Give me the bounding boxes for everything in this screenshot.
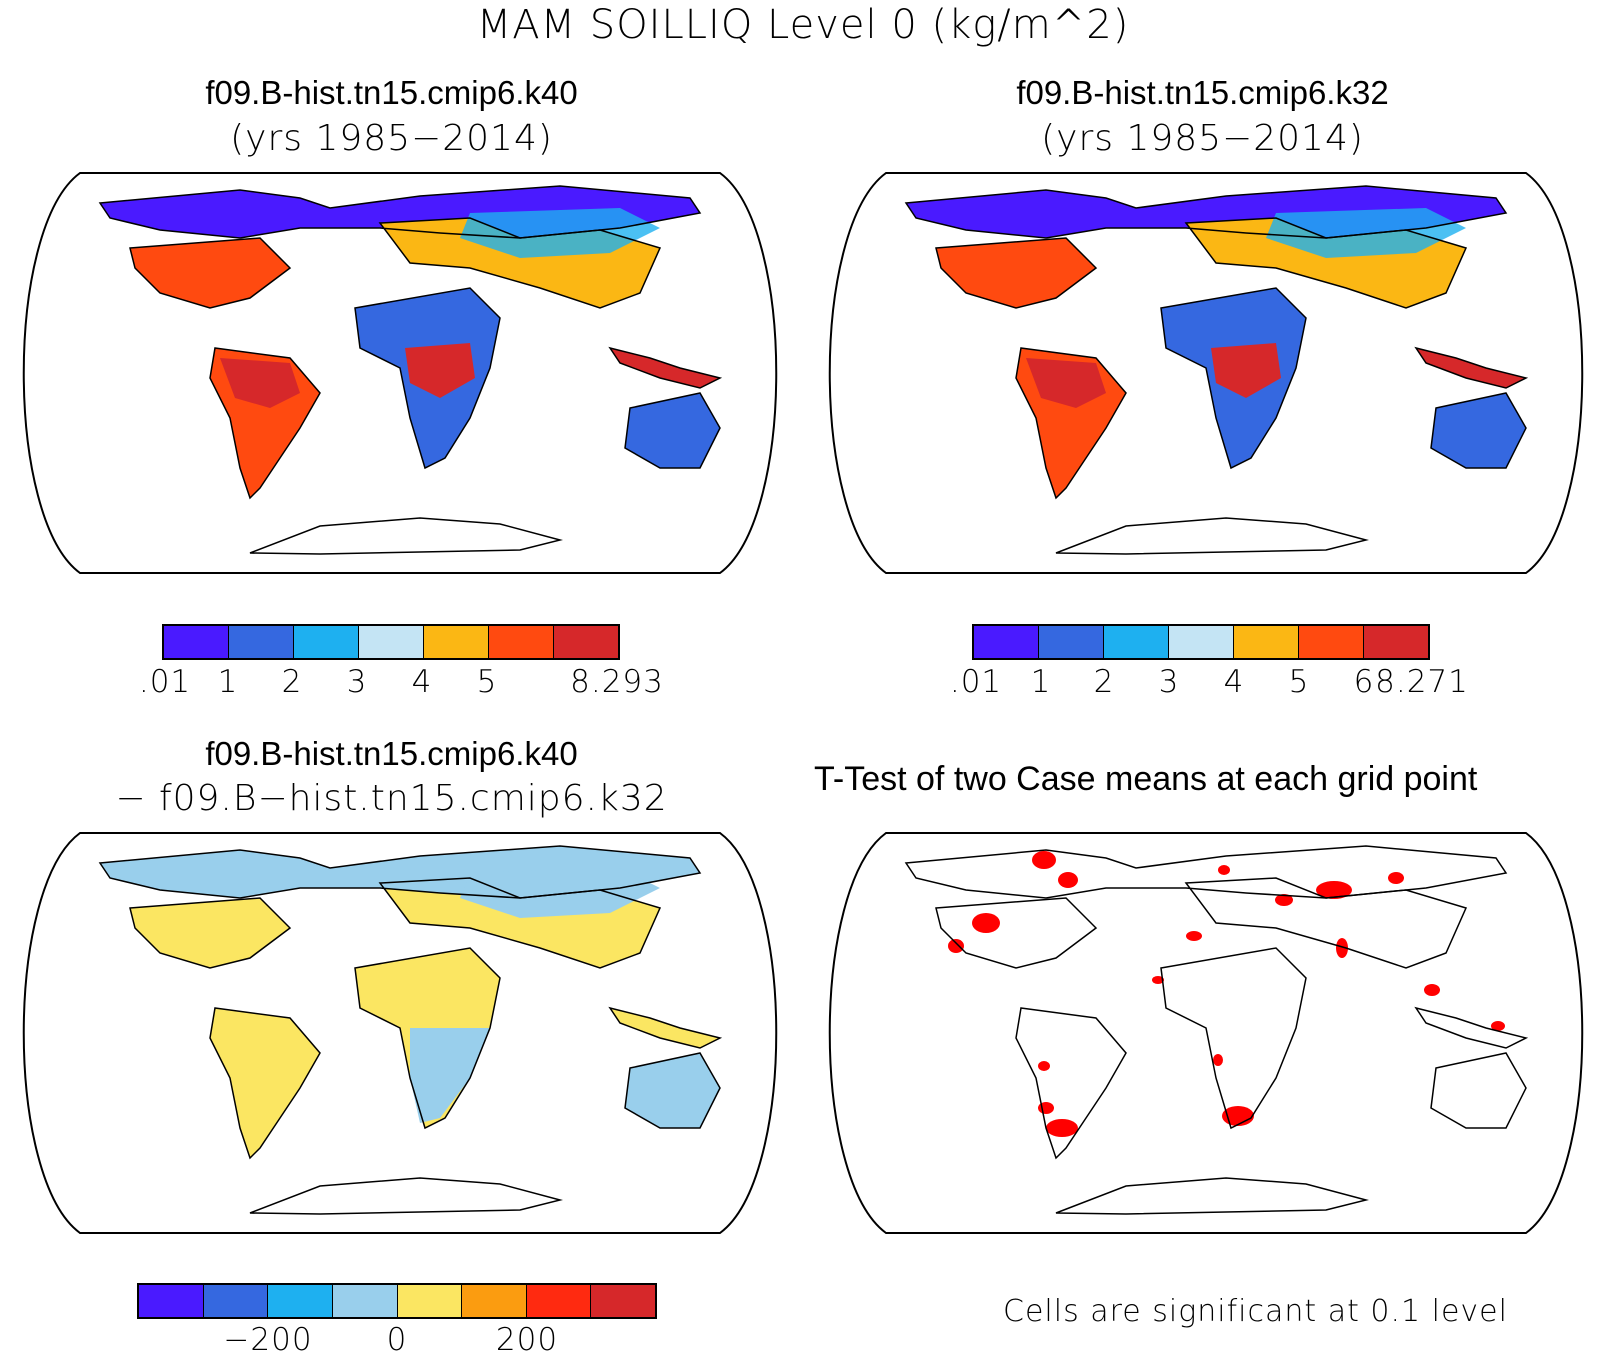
case2-tick-label: 4 xyxy=(1223,664,1245,700)
case1-tick-label: 4 xyxy=(411,664,433,700)
case1-tick-label: 1 xyxy=(217,664,239,700)
case2-map xyxy=(828,172,1584,574)
case1-tick-label: 2 xyxy=(281,664,303,700)
colorbar-swatch xyxy=(1299,626,1364,658)
figure-title: MAM SOILLIQ Level 0 (kg/m^2) xyxy=(476,2,1130,48)
colorbar-swatch xyxy=(164,626,229,658)
case2-tick-label: 5 xyxy=(1288,664,1310,700)
colorbar-swatch xyxy=(397,1285,463,1317)
colorbar-swatch xyxy=(332,1285,398,1317)
case1-tick-label: 8.293 xyxy=(570,664,664,700)
diff-title: f09.B-hist.tn15.cmip6.k40 xyxy=(205,735,578,772)
colorbar-swatch xyxy=(359,626,424,658)
ttest-title: T-Test of two Case means at each grid po… xyxy=(814,760,1478,798)
colorbar-swatch xyxy=(1104,626,1169,658)
case2-subtitle: (yrs 1985−2014) xyxy=(1041,118,1364,159)
colorbar-swatch xyxy=(462,1285,527,1317)
case2-tick-label: 3 xyxy=(1158,664,1180,700)
case1-subtitle: (yrs 1985−2014) xyxy=(230,118,553,159)
colorbar-swatch xyxy=(203,1285,269,1317)
diff-map xyxy=(22,832,778,1234)
diff-tick-label: 0 xyxy=(386,1322,408,1358)
case1-tick-label: 3 xyxy=(346,664,368,700)
case1-colorbar xyxy=(162,624,620,660)
case2-tick-label: 8.271 xyxy=(1375,664,1469,700)
diff-tick-label: −200 xyxy=(223,1322,313,1358)
case1-tick-label: .01 xyxy=(138,664,192,700)
colorbar-swatch xyxy=(591,1285,655,1317)
colorbar-swatch xyxy=(139,1285,204,1317)
case2-tick-label: 6 xyxy=(1353,664,1375,700)
ttest-significance-note: Cells are significant at 0.1 level xyxy=(1003,1294,1508,1329)
case2-tick-label: 2 xyxy=(1093,664,1115,700)
diff-tick-label: 200 xyxy=(495,1322,559,1358)
diff-subtitle: − f09.B−hist.tn15.cmip6.k32 xyxy=(115,778,668,819)
case1-tick-label: 5 xyxy=(476,664,498,700)
case1-title: f09.B-hist.tn15.cmip6.k40 xyxy=(205,74,578,111)
colorbar-swatch xyxy=(268,1285,333,1317)
colorbar-swatch xyxy=(229,626,294,658)
colorbar-swatch xyxy=(1234,626,1299,658)
case2-tick-label: .01 xyxy=(949,664,1003,700)
case2-colorbar xyxy=(972,624,1430,660)
diff-colorbar xyxy=(137,1283,657,1319)
case1-map xyxy=(22,172,778,574)
ttest-significant-cells xyxy=(948,851,1505,1137)
colorbar-swatch xyxy=(526,1285,592,1317)
colorbar-swatch xyxy=(1039,626,1104,658)
colorbar-swatch xyxy=(974,626,1039,658)
ttest-map xyxy=(828,832,1584,1234)
colorbar-swatch xyxy=(294,626,359,658)
colorbar-swatch xyxy=(424,626,489,658)
colorbar-swatch xyxy=(489,626,554,658)
colorbar-swatch xyxy=(554,626,618,658)
colorbar-swatch xyxy=(1169,626,1234,658)
case2-title: f09.B-hist.tn15.cmip6.k32 xyxy=(1016,74,1389,111)
case2-tick-label: 1 xyxy=(1030,664,1052,700)
colorbar-swatch xyxy=(1364,626,1428,658)
